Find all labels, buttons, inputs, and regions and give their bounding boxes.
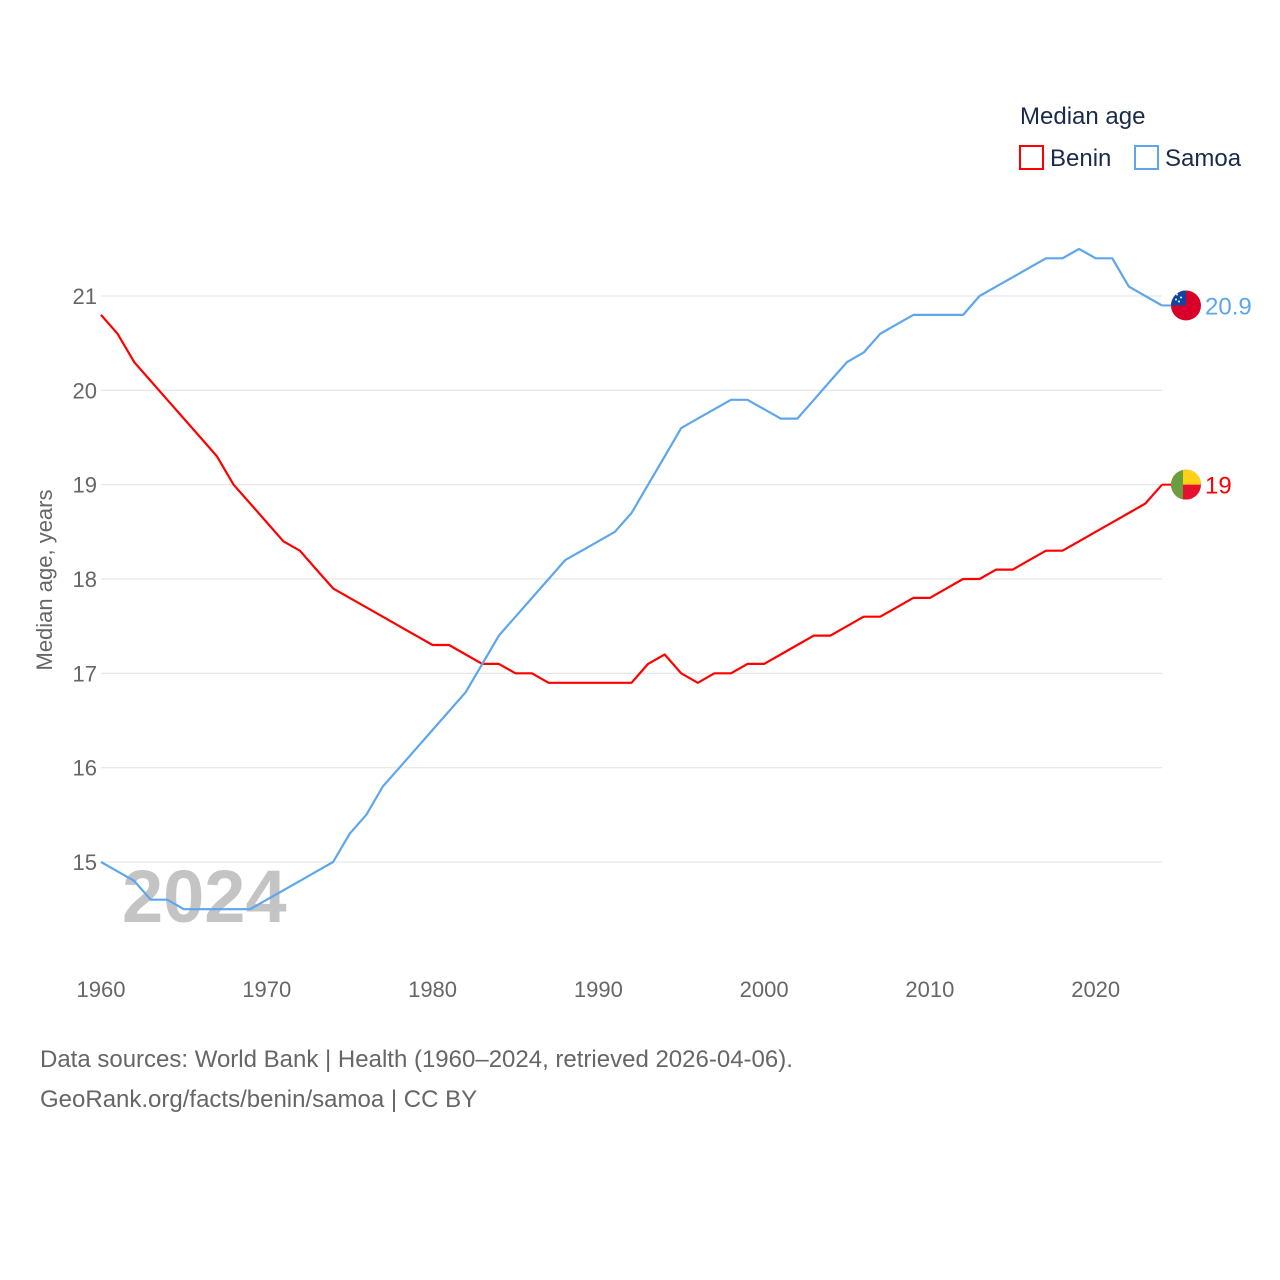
x-tick-label: 1960 — [77, 977, 126, 1002]
y-tick-label: 20 — [73, 378, 97, 403]
series-lines — [100, 247, 1163, 911]
flag-blue — [1171, 290, 1186, 306]
attribution-link[interactable]: GeoRank.org/facts/benin/samoa | CC BY — [40, 1086, 478, 1113]
y-tick-label: 21 — [73, 284, 97, 309]
year-watermark: 2024 — [122, 855, 287, 938]
flag-star — [1175, 298, 1177, 301]
y-axis-label: Median age, years — [32, 490, 57, 671]
legend-item-samoa[interactable]: Samoa — [1134, 145, 1242, 172]
y-tick-label: 16 — [73, 756, 97, 781]
legend-label-benin: Benin — [1050, 145, 1111, 172]
flag-star — [1176, 293, 1178, 296]
legend-item-benin[interactable]: Benin — [1019, 145, 1111, 172]
flag-body — [1171, 290, 1201, 321]
x-tick-label: 1990 — [574, 977, 623, 1002]
x-tick-label: 1970 — [242, 977, 291, 1002]
legend-swatch-samoa — [1134, 145, 1159, 170]
series-line-benin — [100, 314, 1163, 684]
data-source-text: Data sources: World Bank | Health (1960–… — [40, 1046, 793, 1073]
benin-flag-icon — [1162, 469, 1201, 500]
grid-lines — [101, 295, 1162, 863]
end-value-label-samoa: 20.9 — [1205, 293, 1252, 320]
flag-star — [1180, 296, 1182, 299]
series-end-markers: 19 20.9 — [1162, 290, 1252, 500]
legend-label-samoa: Samoa — [1165, 145, 1242, 172]
x-tick-label: 1980 — [408, 977, 457, 1002]
series-line-samoa — [100, 247, 1163, 911]
flag-body — [1171, 469, 1201, 500]
legend: Median age Benin Samoa — [1019, 103, 1242, 172]
x-tick-label: 2010 — [905, 977, 954, 1002]
legend-swatch-benin — [1019, 145, 1044, 170]
samoa-flag-icon — [1162, 290, 1201, 321]
flag-star — [1178, 300, 1180, 303]
y-axis-ticks: 15 16 17 18 19 20 21 — [73, 284, 97, 875]
y-tick-label: 15 — [73, 850, 97, 875]
legend-title: Median age — [1020, 103, 1145, 130]
x-tick-label: 2000 — [740, 977, 789, 1002]
flag-green — [1171, 469, 1183, 500]
y-tick-label: 17 — [73, 661, 97, 686]
y-tick-label: 18 — [73, 567, 97, 592]
y-tick-label: 19 — [73, 473, 97, 498]
x-axis-ticks: 1960 1970 1980 1990 2000 2010 2020 — [77, 977, 1121, 1002]
x-tick-label: 2020 — [1071, 977, 1120, 1002]
end-value-label-benin: 19 — [1205, 473, 1232, 500]
